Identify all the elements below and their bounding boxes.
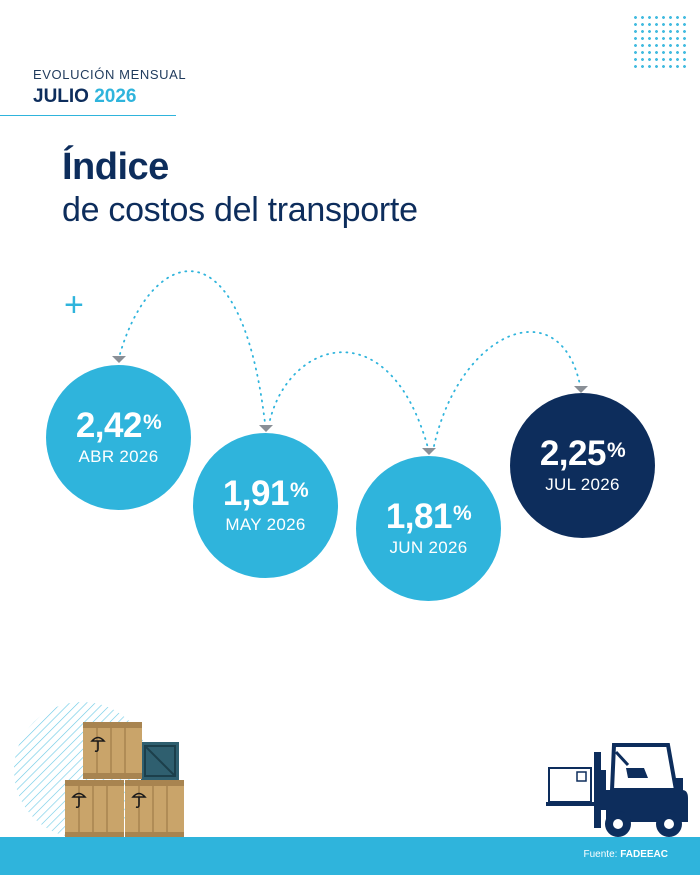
- month-value: 1,91%: [222, 474, 309, 513]
- month-value: 2,25%: [539, 434, 626, 473]
- period-label: JULIO 2026: [33, 86, 137, 108]
- month-label: MAY 2026: [225, 515, 306, 534]
- period-month: JULIO: [33, 86, 89, 107]
- arc-abr-may: [119, 270, 266, 424]
- month-card-abr: 2,42% ABR 2026: [46, 365, 191, 510]
- arc-jun-jul: [433, 331, 581, 447]
- plus-icon: +: [64, 286, 84, 324]
- crate-bottom-left: [65, 780, 124, 838]
- footer-bar: [0, 837, 700, 875]
- arrow-head-jun: [422, 448, 436, 455]
- month-label: JUL 2026: [545, 475, 620, 494]
- month-card-jun: 1,81% JUN 2026: [356, 456, 501, 601]
- period-year: 2026: [94, 86, 137, 107]
- month-label: JUN 2026: [389, 538, 468, 557]
- dot-grid-icon: [632, 14, 688, 70]
- crate-bottom-right: [125, 780, 184, 838]
- page-title-line1: Índice: [62, 146, 169, 188]
- month-card-may: 1,91% MAY 2026: [193, 433, 338, 578]
- arrow-head-jul: [574, 386, 588, 393]
- month-value: 2,42%: [75, 406, 162, 445]
- arc-may-jun: [269, 351, 429, 449]
- header-divider: [0, 115, 176, 116]
- arrow-head-abr: [112, 356, 126, 363]
- source-credit: Fuente: FADEEAC: [583, 849, 669, 860]
- eyebrow-label: EVOLUCIÓN MENSUAL: [33, 67, 187, 82]
- arrow-head-may: [259, 425, 273, 432]
- page-title-line2: de costos del transporte: [62, 191, 418, 229]
- teal-box: [141, 742, 179, 780]
- crate-top: [83, 722, 142, 779]
- month-card-jul: 2,25% JUL 2026: [510, 393, 655, 538]
- month-value: 1,81%: [385, 497, 472, 536]
- month-label: ABR 2026: [78, 447, 159, 466]
